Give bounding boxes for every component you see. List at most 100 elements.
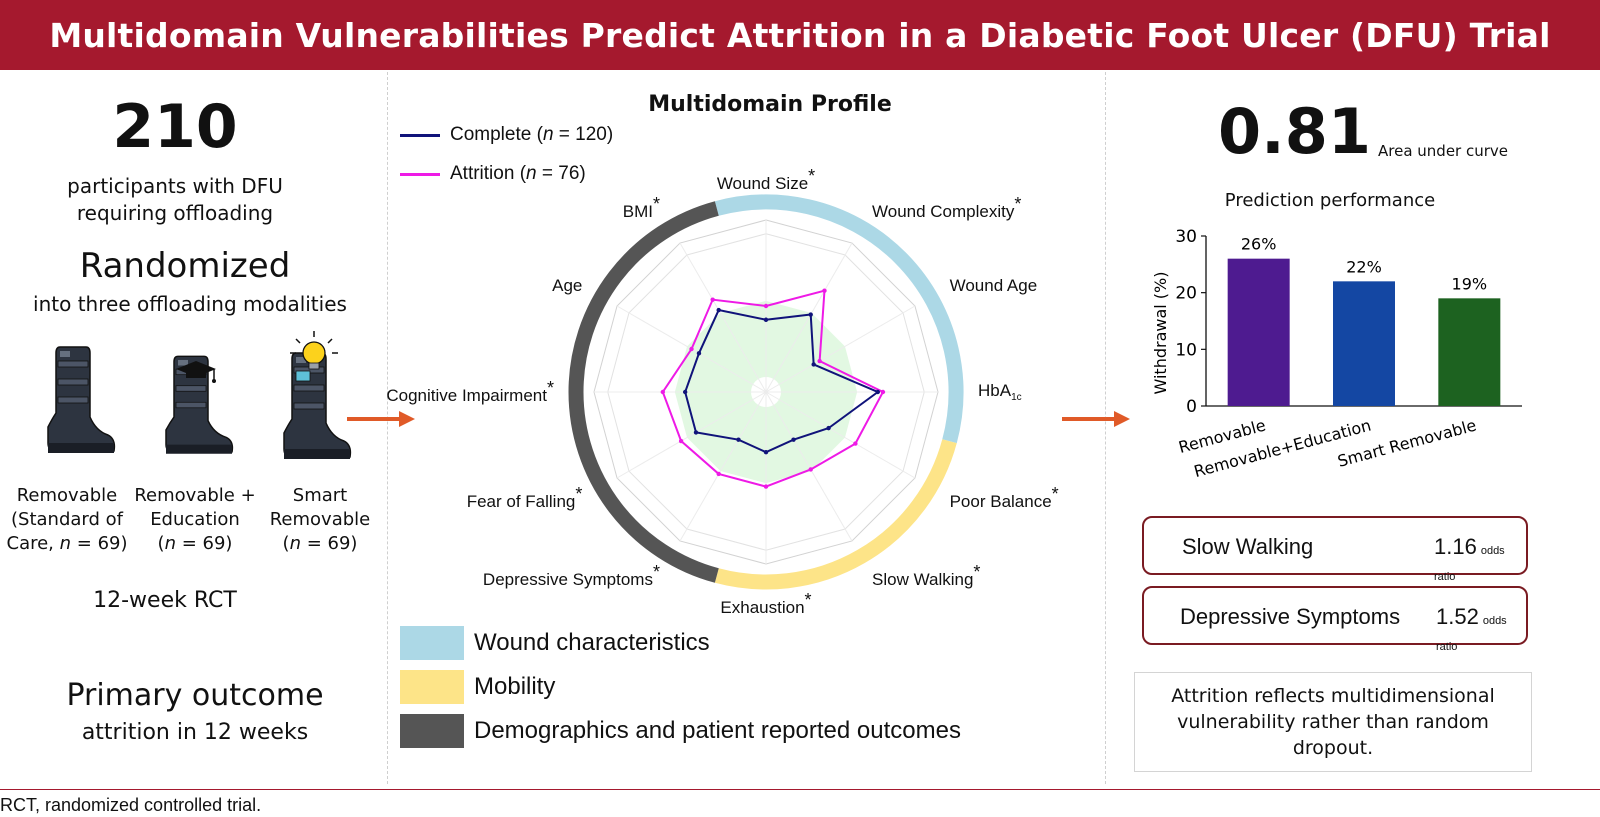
- significance-star: *: [1051, 484, 1059, 505]
- significance-star: *: [652, 194, 660, 215]
- significance-star: *: [804, 590, 812, 611]
- radar-point: [763, 317, 769, 322]
- offloading-boots: [47, 331, 352, 460]
- arrow-right-icon: [347, 411, 415, 427]
- radar-point: [875, 389, 880, 395]
- x-tick-label: Removable+Education: [1192, 416, 1373, 482]
- bar-data-label: 19%: [1452, 274, 1488, 293]
- bar: [1438, 298, 1501, 406]
- radar-axis-text: Fear of Falling: [466, 491, 576, 511]
- randomized-subtitle: into three offloading modalities: [33, 292, 347, 316]
- primary-outcome-heading: Primary outcome: [66, 678, 324, 713]
- arm-line: Removable +: [134, 485, 256, 506]
- arm-label-smart: Smart Removable (n = 69): [255, 484, 385, 556]
- legend-swatch: [400, 133, 440, 137]
- radar-axis-text: Depressive Symptoms: [482, 569, 653, 589]
- arm-label-education: Removable + Education (n = 69): [130, 484, 260, 556]
- participants-desc-line1: participants with DFU: [67, 174, 283, 198]
- radar-spoke: [765, 391, 916, 479]
- odds-unit: odds ratio: [1434, 545, 1505, 583]
- y-tick-label: 10: [1175, 340, 1197, 360]
- odds-value: 1.52 odds ratio: [1436, 604, 1526, 656]
- legend-item-attrition: Attrition (n = 76): [400, 161, 613, 187]
- radar-point: [853, 441, 858, 446]
- legend-item-complete: Complete (n = 120): [400, 122, 613, 148]
- radar-spoke: [765, 242, 853, 393]
- arm-line: (n = 69): [130, 532, 260, 556]
- radar-axis-label: Wound Size*: [717, 166, 815, 194]
- radar-axis-label: Poor Balance*: [950, 484, 1059, 512]
- arrow-right-icon: [1062, 411, 1130, 427]
- radar-point: [689, 346, 694, 352]
- auc-value: 0.81: [1218, 95, 1371, 168]
- odds-name: Slow Walking: [1182, 534, 1314, 559]
- divider-right: [1105, 72, 1106, 784]
- chart-title: Prediction performance: [1224, 190, 1436, 211]
- bar: [1333, 281, 1395, 406]
- domain-label: Wound characteristics: [474, 629, 710, 656]
- participants-count: 210: [112, 92, 238, 162]
- arm-n-label: n: [289, 533, 301, 554]
- radar-axis-text: Exhaustion: [720, 597, 805, 617]
- significance-star: *: [652, 561, 660, 582]
- odds-box-slow-walking: Slow Walking 1.16 odds ratio: [1142, 516, 1528, 583]
- significance-star: *: [546, 378, 554, 399]
- domain-swatch: [400, 626, 464, 660]
- domain-arc-mobility: [714, 439, 957, 590]
- radar-point: [880, 389, 886, 395]
- radar-axis-text: Poor Balance: [949, 491, 1052, 511]
- odds-unit: odds ratio: [1436, 615, 1507, 653]
- bar: [1227, 258, 1290, 406]
- auc-label: Area under curve: [1378, 142, 1509, 160]
- radar-axis-text: Wound Size: [716, 173, 809, 193]
- radar-axis-text: Wound Complexity: [872, 202, 1015, 222]
- page-title: Multidomain Vulnerabilities Predict Attr…: [49, 15, 1551, 55]
- y-tick-label: 0: [1186, 397, 1197, 417]
- arm-n-value: = 69): [301, 533, 358, 554]
- divider-left: [387, 72, 388, 784]
- domain-label: Mobility: [474, 673, 556, 700]
- domain-arc-wound: [714, 194, 964, 444]
- radar-axis-text: Slow Walking: [872, 569, 974, 589]
- arm-line: Education: [150, 509, 240, 530]
- radar-point: [817, 358, 822, 364]
- radar-point: [716, 471, 721, 477]
- arm-n-value: = 69): [71, 533, 128, 554]
- participants-desc-line2: requiring offloading: [76, 201, 274, 225]
- domain-swatch: [400, 714, 464, 748]
- lightbulb-icon: [290, 331, 338, 370]
- radar-axis-label: HbA1c: [978, 381, 1022, 403]
- significance-star: *: [973, 561, 981, 582]
- radar-axis-label: BMI*: [623, 195, 660, 223]
- radar-point: [736, 437, 741, 442]
- domain-legend: Wound characteristics Mobility Demograph…: [400, 626, 961, 748]
- radar-chart: [568, 194, 964, 590]
- radar-axis-text: HbA: [978, 380, 1012, 400]
- legend-name: Complete: [450, 124, 532, 145]
- arm-line: Smart: [292, 485, 348, 506]
- radar-point: [826, 425, 831, 431]
- radar-legend: Complete (n = 120) Attrition (n = 76): [400, 122, 613, 187]
- radar-spoke: [679, 391, 767, 542]
- arm-label-removable: Removable (Standard of Care, n = 69): [2, 484, 132, 556]
- arm-line: Removable: [269, 509, 371, 530]
- conclusion-line2: vulnerability rather than random dropout…: [1177, 711, 1489, 759]
- domain-legend-demographics: Demographics and patient reported outcom…: [400, 714, 961, 748]
- legend-n-symbol: n: [542, 124, 554, 145]
- radar-spoke: [679, 242, 767, 393]
- arm-line: (Standard of: [11, 509, 123, 530]
- radar-axis-text: Wound Age: [949, 276, 1038, 295]
- domain-legend-wound: Wound characteristics: [400, 626, 961, 660]
- radar-axis-label: Fear of Falling*: [467, 484, 583, 512]
- radar-axis-label: Depressive Symptoms*: [483, 562, 660, 590]
- odds-name: Depressive Symptoms: [1180, 604, 1401, 629]
- conclusion-box: Attrition reflects multidimensional vuln…: [1134, 672, 1532, 772]
- radar-point: [678, 438, 684, 444]
- radar-spoke: [765, 305, 916, 393]
- radar-point: [693, 430, 699, 435]
- radar-point: [763, 484, 769, 489]
- radar-axis-text: Cognitive Impairment: [386, 385, 547, 405]
- bar-data-label: 22%: [1346, 257, 1382, 276]
- boot-icon-education: [165, 355, 234, 455]
